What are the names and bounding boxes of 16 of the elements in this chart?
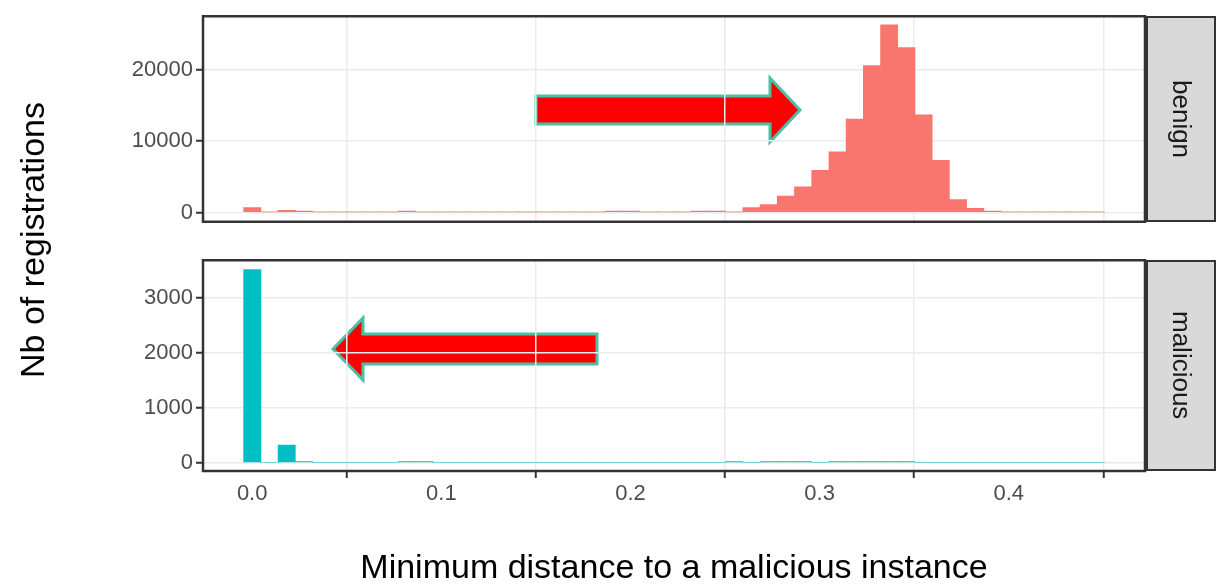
y-tick-label: 0: [180, 198, 193, 224]
text: benign: [1165, 79, 1197, 159]
x-tick-label: 0.0: [236, 480, 268, 506]
y-tick-label: 20000: [131, 55, 193, 81]
y-tick-label: 2000: [144, 339, 193, 365]
y-axis-title: Nb of registrations: [12, 102, 52, 378]
x-tick-label: 0.4: [993, 480, 1025, 506]
x-axis-title: Minimum distance to a malicious instance: [360, 546, 988, 585]
y-tick-label: 10000: [131, 127, 193, 153]
text: malicious: [1165, 311, 1197, 420]
y-tick-label: 0: [180, 448, 193, 474]
x-tick-label: 0.3: [804, 480, 835, 506]
y-tick-label: 1000: [144, 393, 193, 419]
y-tick-label: 3000: [144, 284, 193, 310]
x-tick-label: 0.1: [426, 480, 457, 506]
x-tick-label: 0.2: [615, 480, 646, 506]
